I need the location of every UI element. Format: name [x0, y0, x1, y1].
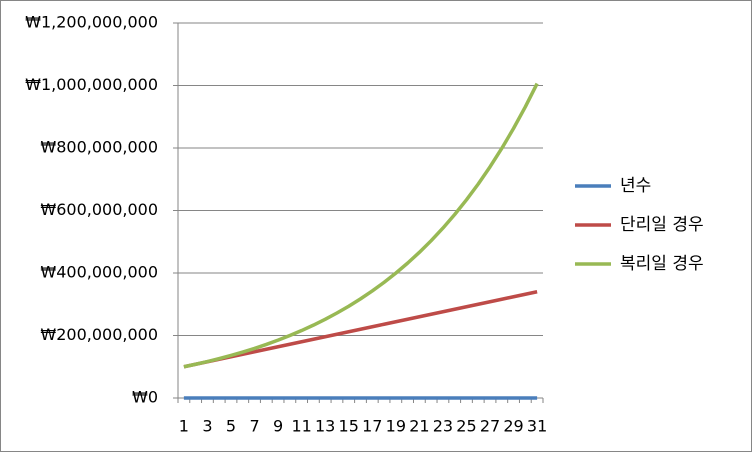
x-tick-label: 17 — [362, 417, 382, 436]
x-tick-label: 11 — [291, 417, 311, 436]
legend-label: 복리일 경우 — [620, 254, 704, 274]
x-tick-label: 27 — [480, 417, 500, 436]
legend-label: 년수 — [620, 176, 651, 196]
line-series — [183, 82, 539, 369]
x-tick-label: 5 — [226, 417, 236, 436]
y-tick-label: ₩1,000,000,000 — [25, 75, 158, 94]
legend-label: 단리일 경우 — [620, 215, 704, 235]
x-tick-label: 1 — [179, 417, 189, 436]
x-tick-label: 23 — [433, 417, 453, 436]
y-tick-label: ₩400,000,000 — [40, 263, 158, 282]
x-tick-label: 21 — [409, 417, 429, 436]
x-tick-label: 15 — [339, 417, 359, 436]
x-tick-label: 9 — [273, 417, 283, 436]
x-tick-label: 25 — [456, 417, 476, 436]
y-tick-label: ₩600,000,000 — [40, 200, 158, 219]
line-series — [183, 290, 538, 369]
x-tick-label: 3 — [202, 417, 212, 436]
x-tick-label: 13 — [315, 417, 335, 436]
x-tick-label: 19 — [386, 417, 406, 436]
y-tick-label: ₩1,200,000,000 — [25, 13, 158, 32]
x-tick-label: 7 — [249, 417, 259, 436]
x-tick-label: 31 — [527, 417, 547, 436]
y-tick-label: ₩0 — [132, 388, 158, 407]
y-tick-label: ₩200,000,000 — [40, 325, 158, 344]
x-tick-label: 29 — [503, 417, 523, 436]
y-tick-label: ₩800,000,000 — [40, 138, 158, 157]
